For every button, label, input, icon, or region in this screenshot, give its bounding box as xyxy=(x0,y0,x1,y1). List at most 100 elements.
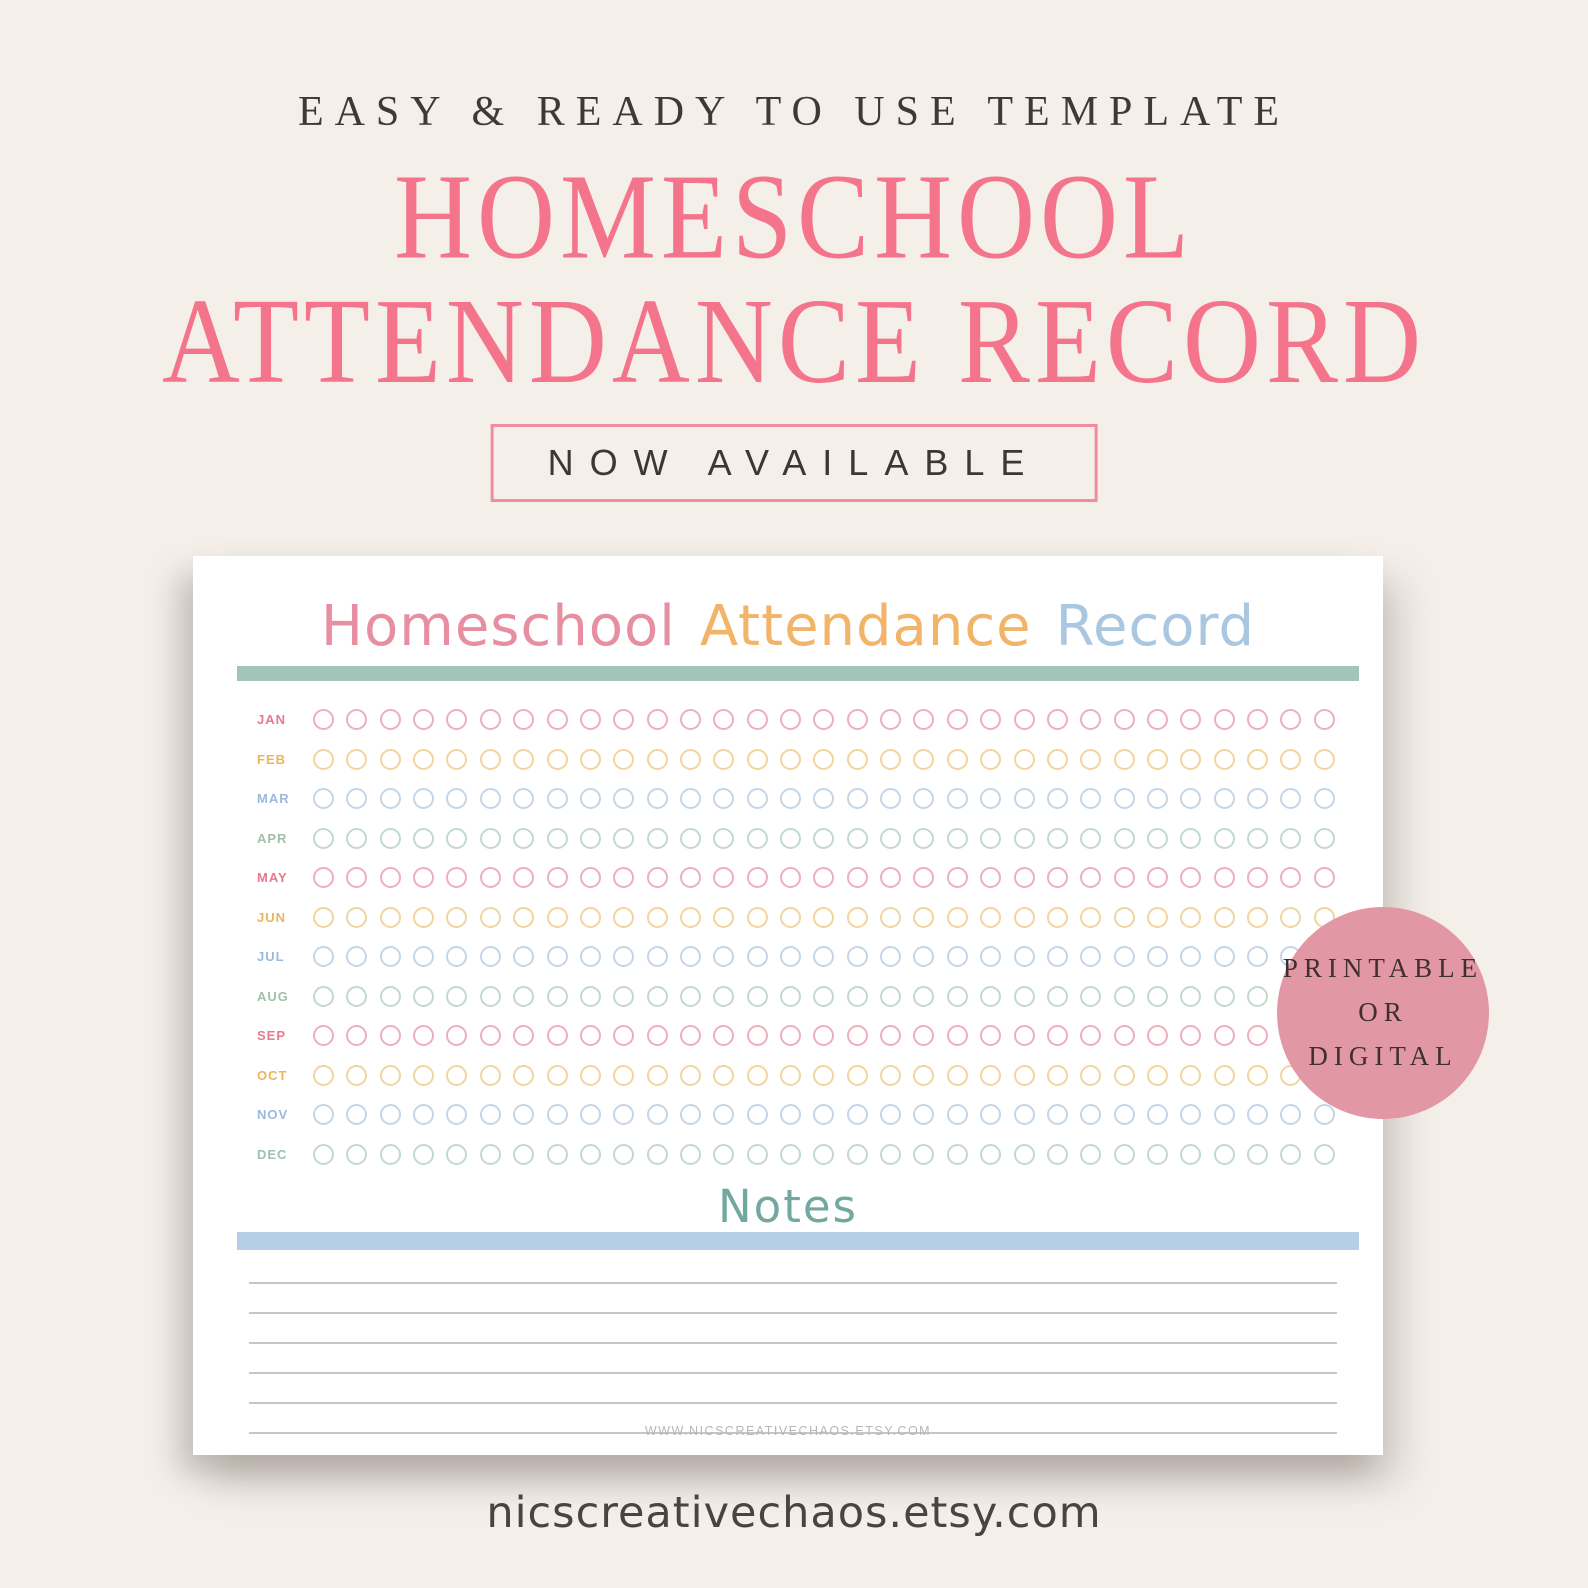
day-circle[interactable] xyxy=(346,906,368,928)
day-circle[interactable] xyxy=(713,748,735,770)
day-circle[interactable] xyxy=(1213,827,1235,849)
day-circle[interactable] xyxy=(846,985,868,1007)
day-circle[interactable] xyxy=(379,788,401,810)
day-circle[interactable] xyxy=(846,867,868,889)
day-circle[interactable] xyxy=(1280,906,1302,928)
day-circle[interactable] xyxy=(1013,1104,1035,1126)
day-circle[interactable] xyxy=(346,985,368,1007)
day-circle[interactable] xyxy=(513,906,535,928)
day-circle[interactable] xyxy=(313,827,334,849)
day-circle[interactable] xyxy=(646,1064,668,1086)
day-circle[interactable] xyxy=(546,1104,568,1126)
day-circle[interactable] xyxy=(413,985,435,1007)
day-circle[interactable] xyxy=(1213,985,1235,1007)
day-circle[interactable] xyxy=(946,709,968,731)
day-circle[interactable] xyxy=(846,709,868,731)
day-circle[interactable] xyxy=(413,1025,435,1047)
day-circle[interactable] xyxy=(1247,748,1269,770)
day-circle[interactable] xyxy=(946,867,968,889)
day-circle[interactable] xyxy=(346,867,368,889)
day-circle[interactable] xyxy=(446,906,468,928)
day-circle[interactable] xyxy=(1113,709,1135,731)
day-circle[interactable] xyxy=(613,827,635,849)
day-circle[interactable] xyxy=(579,1025,601,1047)
day-circle[interactable] xyxy=(1080,748,1102,770)
day-circle[interactable] xyxy=(713,946,735,968)
day-circle[interactable] xyxy=(1113,867,1135,889)
day-circle[interactable] xyxy=(1146,827,1168,849)
day-circle[interactable] xyxy=(746,827,768,849)
day-circle[interactable] xyxy=(313,709,334,731)
day-circle[interactable] xyxy=(479,946,501,968)
day-circle[interactable] xyxy=(513,709,535,731)
day-circle[interactable] xyxy=(1247,906,1269,928)
day-circle[interactable] xyxy=(679,985,701,1007)
day-circle[interactable] xyxy=(446,827,468,849)
day-circle[interactable] xyxy=(413,788,435,810)
day-circle[interactable] xyxy=(880,827,902,849)
day-circle[interactable] xyxy=(413,1143,435,1165)
day-circle[interactable] xyxy=(479,906,501,928)
day-circle[interactable] xyxy=(446,1104,468,1126)
day-circle[interactable] xyxy=(780,985,802,1007)
day-circle[interactable] xyxy=(579,748,601,770)
day-circle[interactable] xyxy=(413,827,435,849)
day-circle[interactable] xyxy=(613,1025,635,1047)
day-circle[interactable] xyxy=(513,1143,535,1165)
day-circle[interactable] xyxy=(780,748,802,770)
day-circle[interactable] xyxy=(713,1104,735,1126)
day-circle[interactable] xyxy=(413,1104,435,1126)
day-circle[interactable] xyxy=(413,906,435,928)
day-circle[interactable] xyxy=(313,906,334,928)
day-circle[interactable] xyxy=(346,827,368,849)
day-circle[interactable] xyxy=(813,1143,835,1165)
day-circle[interactable] xyxy=(313,867,334,889)
day-circle[interactable] xyxy=(679,788,701,810)
day-circle[interactable] xyxy=(546,946,568,968)
day-circle[interactable] xyxy=(646,748,668,770)
day-circle[interactable] xyxy=(846,788,868,810)
day-circle[interactable] xyxy=(1013,748,1035,770)
day-circle[interactable] xyxy=(579,1104,601,1126)
day-circle[interactable] xyxy=(780,827,802,849)
day-circle[interactable] xyxy=(613,906,635,928)
day-circle[interactable] xyxy=(546,906,568,928)
day-circle[interactable] xyxy=(1113,1104,1135,1126)
day-circle[interactable] xyxy=(479,709,501,731)
day-circle[interactable] xyxy=(1213,1143,1235,1165)
day-circle[interactable] xyxy=(713,1143,735,1165)
day-circle[interactable] xyxy=(1146,1025,1168,1047)
day-circle[interactable] xyxy=(546,1025,568,1047)
day-circle[interactable] xyxy=(446,946,468,968)
day-circle[interactable] xyxy=(413,748,435,770)
day-circle[interactable] xyxy=(613,1104,635,1126)
day-circle[interactable] xyxy=(446,709,468,731)
day-circle[interactable] xyxy=(1146,867,1168,889)
day-circle[interactable] xyxy=(780,867,802,889)
day-circle[interactable] xyxy=(1180,985,1202,1007)
day-circle[interactable] xyxy=(813,1025,835,1047)
day-circle[interactable] xyxy=(413,709,435,731)
day-circle[interactable] xyxy=(880,1104,902,1126)
day-circle[interactable] xyxy=(1180,709,1202,731)
day-circle[interactable] xyxy=(1080,827,1102,849)
day-circle[interactable] xyxy=(1247,1025,1269,1047)
day-circle[interactable] xyxy=(813,867,835,889)
day-circle[interactable] xyxy=(1080,867,1102,889)
day-circle[interactable] xyxy=(980,946,1002,968)
day-circle[interactable] xyxy=(379,1104,401,1126)
day-circle[interactable] xyxy=(946,906,968,928)
day-circle[interactable] xyxy=(513,1104,535,1126)
day-circle[interactable] xyxy=(479,1025,501,1047)
day-circle[interactable] xyxy=(913,748,935,770)
day-circle[interactable] xyxy=(1146,709,1168,731)
day-circle[interactable] xyxy=(746,1104,768,1126)
day-circle[interactable] xyxy=(713,867,735,889)
day-circle[interactable] xyxy=(1247,867,1269,889)
day-circle[interactable] xyxy=(613,788,635,810)
day-circle[interactable] xyxy=(1213,946,1235,968)
day-circle[interactable] xyxy=(846,1025,868,1047)
day-circle[interactable] xyxy=(1313,748,1335,770)
day-circle[interactable] xyxy=(546,709,568,731)
day-circle[interactable] xyxy=(946,1143,968,1165)
